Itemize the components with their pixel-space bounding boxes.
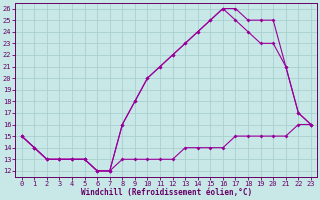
X-axis label: Windchill (Refroidissement éolien,°C): Windchill (Refroidissement éolien,°C) <box>81 188 252 197</box>
